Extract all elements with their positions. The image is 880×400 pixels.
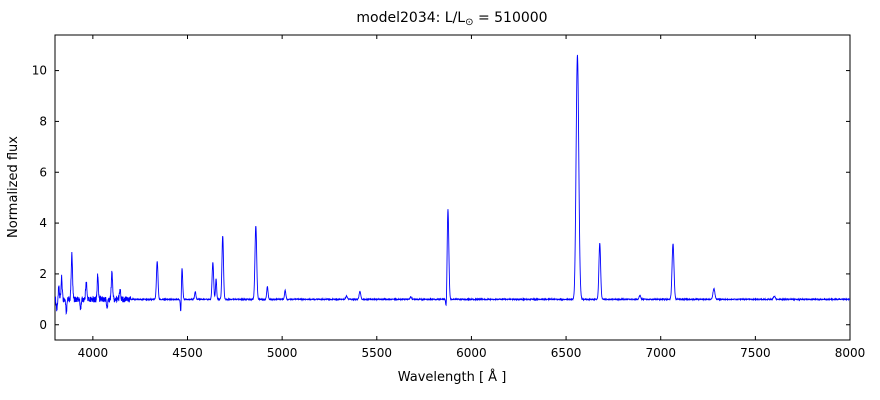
x-tick-label: 8000 — [835, 346, 866, 360]
x-tick-label: 6000 — [456, 346, 487, 360]
y-tick-label: 6 — [39, 165, 47, 179]
x-tick-label: 5000 — [267, 346, 298, 360]
y-tick-label: 4 — [39, 216, 47, 230]
plot-area — [54, 34, 851, 341]
x-tick-label: 4500 — [172, 346, 203, 360]
y-tick-label: 8 — [39, 114, 47, 128]
spectrum-line — [55, 54, 850, 315]
x-tick-label: 5500 — [362, 346, 393, 360]
axis-ticks — [55, 35, 851, 340]
chart-title-main: model2034: L/L — [356, 10, 465, 26]
x-tick-label: 4000 — [78, 346, 109, 360]
tick-labels: 4000 4500 5000 5500 6000 6500 7000 7500 8000 0 2 4 6… — [32, 64, 866, 360]
y-tick-label: 0 — [39, 318, 47, 332]
y-tick-label: 2 — [39, 267, 47, 281]
chart-title-rest: = 510000 — [474, 10, 548, 26]
x-tick-label: 7000 — [645, 346, 676, 360]
chart-title-sub: ⊙ — [465, 17, 473, 28]
x-tick-label: 7500 — [740, 346, 771, 360]
y-tick-label: 10 — [32, 64, 47, 78]
chart-title: model2034: L/L⊙ = 510000 — [356, 10, 547, 28]
x-axis-label: Wavelength [ Å ] — [398, 369, 507, 385]
x-tick-label: 6500 — [551, 346, 582, 360]
y-axis-label: Normalized flux — [6, 136, 21, 238]
